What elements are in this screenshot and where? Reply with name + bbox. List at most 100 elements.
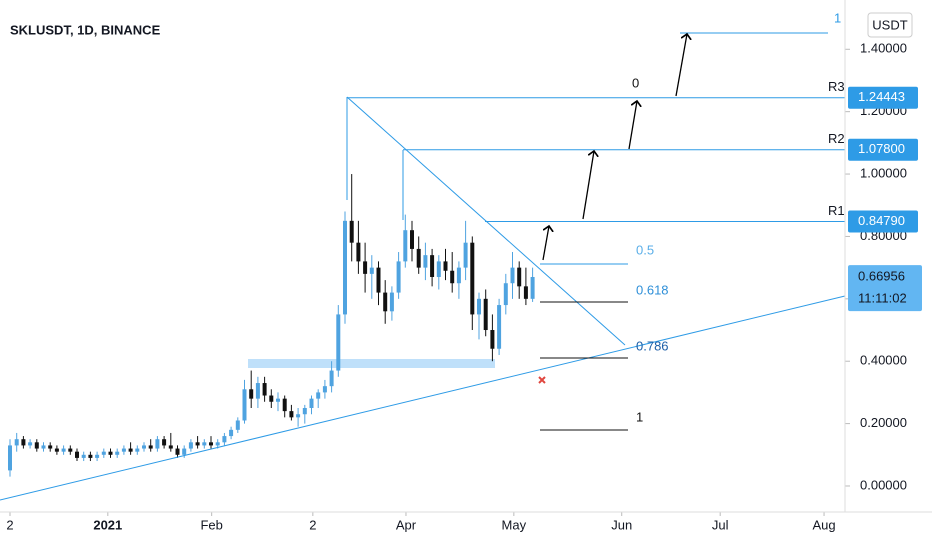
candle-body bbox=[155, 439, 160, 449]
x-tick-label: Apr bbox=[396, 517, 417, 532]
arrow bbox=[542, 226, 549, 261]
x-tick-label: 2 bbox=[6, 517, 13, 532]
candle-body bbox=[188, 442, 193, 449]
candle-body bbox=[242, 389, 247, 421]
x-tick-label: 2 bbox=[309, 517, 316, 532]
candle-body bbox=[175, 448, 180, 455]
candle-body bbox=[75, 451, 79, 458]
candle-body bbox=[142, 445, 146, 449]
candle-body bbox=[423, 255, 428, 268]
candle-body bbox=[410, 230, 414, 249]
candle-body bbox=[436, 261, 441, 277]
currency-box[interactable] bbox=[867, 12, 913, 38]
candle-body bbox=[456, 267, 461, 284]
candle-body bbox=[282, 398, 287, 412]
candle-body bbox=[128, 448, 133, 452]
candle-body bbox=[101, 451, 106, 455]
candle-body bbox=[530, 276, 535, 299]
candle-body bbox=[490, 330, 495, 349]
candle-body bbox=[302, 408, 307, 415]
arrow bbox=[582, 151, 594, 220]
candle-body bbox=[28, 442, 33, 446]
candle-body bbox=[235, 420, 240, 430]
fib-label: 0.5 bbox=[636, 242, 654, 257]
candle-body bbox=[215, 442, 220, 446]
candle-body bbox=[470, 242, 475, 315]
candle-body bbox=[121, 448, 126, 452]
chart-title: SKLUSDT, 1D, BINANCE bbox=[10, 22, 161, 37]
level-name: R1 bbox=[828, 203, 845, 218]
candle-body bbox=[483, 298, 488, 331]
x-tick-label: Jun bbox=[611, 517, 632, 532]
candle-body bbox=[450, 270, 455, 284]
candle-body bbox=[389, 292, 394, 312]
candle-body bbox=[309, 398, 314, 408]
candle-body bbox=[262, 383, 267, 396]
arrow bbox=[675, 34, 687, 97]
resistance-trendline bbox=[346, 96, 626, 346]
candle-body bbox=[88, 454, 93, 458]
candle-body bbox=[21, 439, 26, 446]
fib-label: 0.786 bbox=[636, 338, 669, 353]
y-tick-label: 1.00000 bbox=[860, 165, 907, 180]
last-price-label: 0.66956 bbox=[858, 269, 905, 284]
candle-body bbox=[497, 305, 502, 349]
candle-body bbox=[14, 439, 19, 446]
candle-body bbox=[383, 292, 388, 312]
grid bbox=[9, 48, 850, 516]
candle-body bbox=[523, 286, 528, 299]
candle-body bbox=[148, 445, 153, 449]
fib-label: 0.618 bbox=[636, 282, 669, 297]
y-tick-label: 0.20000 bbox=[860, 415, 907, 430]
candle-body bbox=[363, 261, 368, 274]
countdown: 11:11:02 bbox=[858, 291, 907, 306]
candle-body bbox=[356, 242, 361, 262]
candle-body bbox=[463, 242, 468, 268]
candle-body bbox=[269, 395, 274, 402]
candle-body bbox=[182, 448, 187, 455]
candle-body bbox=[135, 448, 140, 452]
candle-body bbox=[289, 411, 294, 418]
candle-body bbox=[108, 451, 113, 455]
candle-body bbox=[276, 398, 280, 402]
last-price-tag bbox=[848, 265, 922, 312]
arrow bbox=[628, 101, 637, 150]
x-tick-label: 2021 bbox=[93, 517, 122, 532]
candle-body bbox=[8, 445, 12, 471]
drawings bbox=[0, 32, 846, 501]
candle-body bbox=[195, 442, 200, 446]
candle-body bbox=[202, 442, 207, 446]
candle-body bbox=[343, 220, 347, 315]
candle-body bbox=[168, 445, 173, 449]
candle-body bbox=[61, 448, 66, 452]
candle-body bbox=[349, 220, 354, 243]
candle-body bbox=[517, 267, 522, 287]
fib-label: 1 bbox=[636, 409, 643, 424]
wave-label: 0 bbox=[632, 75, 639, 90]
candle-body bbox=[329, 370, 334, 387]
candle-body bbox=[249, 389, 254, 399]
candle-body bbox=[336, 314, 341, 371]
candle-body bbox=[162, 439, 167, 446]
level-tag bbox=[848, 86, 918, 109]
arrows bbox=[542, 34, 687, 261]
candle-body bbox=[222, 436, 227, 443]
candle-body bbox=[68, 448, 73, 452]
candles bbox=[8, 97, 845, 477]
support-trendline bbox=[0, 295, 846, 501]
candle-body bbox=[396, 261, 401, 293]
fib-lines bbox=[540, 301, 628, 431]
candle-body bbox=[54, 448, 59, 452]
x-tick-label: Feb bbox=[200, 517, 222, 532]
x-marker bbox=[538, 376, 546, 384]
candle-body bbox=[115, 451, 120, 455]
currency: USDT bbox=[872, 17, 907, 32]
candle-body bbox=[255, 383, 260, 399]
level-tag-label: 1.24443 bbox=[858, 89, 905, 104]
candle-body bbox=[95, 454, 100, 458]
x-tick-label: May bbox=[502, 517, 527, 532]
axes: 0.000000.200000.400000.600000.800001.000… bbox=[6, 41, 922, 532]
candle-body bbox=[477, 298, 481, 315]
candle-body bbox=[41, 445, 46, 449]
